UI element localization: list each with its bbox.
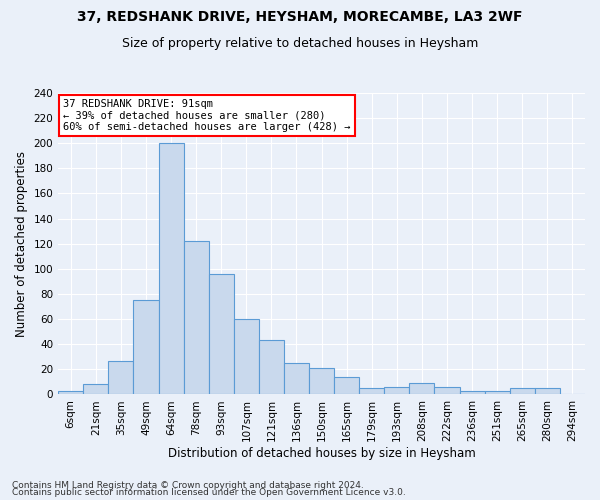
Bar: [385, 387, 409, 394]
Bar: [133, 300, 158, 394]
Bar: [485, 390, 510, 394]
Bar: [409, 383, 434, 394]
Text: 37, REDSHANK DRIVE, HEYSHAM, MORECAMBE, LA3 2WF: 37, REDSHANK DRIVE, HEYSHAM, MORECAMBE, …: [77, 10, 523, 24]
Bar: [184, 241, 209, 394]
Text: Contains public sector information licensed under the Open Government Licence v3: Contains public sector information licen…: [12, 488, 406, 497]
Bar: [259, 340, 284, 394]
Bar: [434, 387, 460, 394]
Bar: [58, 390, 83, 394]
Bar: [334, 377, 359, 394]
Bar: [209, 274, 234, 394]
X-axis label: Distribution of detached houses by size in Heysham: Distribution of detached houses by size …: [168, 447, 475, 460]
Bar: [234, 319, 259, 394]
Text: Size of property relative to detached houses in Heysham: Size of property relative to detached ho…: [122, 38, 478, 51]
Bar: [460, 390, 485, 394]
Bar: [109, 360, 133, 394]
Bar: [359, 388, 385, 394]
Text: 37 REDSHANK DRIVE: 91sqm
← 39% of detached houses are smaller (280)
60% of semi-: 37 REDSHANK DRIVE: 91sqm ← 39% of detach…: [64, 99, 351, 132]
Bar: [284, 363, 309, 394]
Bar: [535, 388, 560, 394]
Bar: [158, 143, 184, 395]
Text: Contains HM Land Registry data © Crown copyright and database right 2024.: Contains HM Land Registry data © Crown c…: [12, 480, 364, 490]
Bar: [83, 384, 109, 394]
Bar: [510, 388, 535, 394]
Bar: [309, 368, 334, 394]
Y-axis label: Number of detached properties: Number of detached properties: [15, 150, 28, 336]
